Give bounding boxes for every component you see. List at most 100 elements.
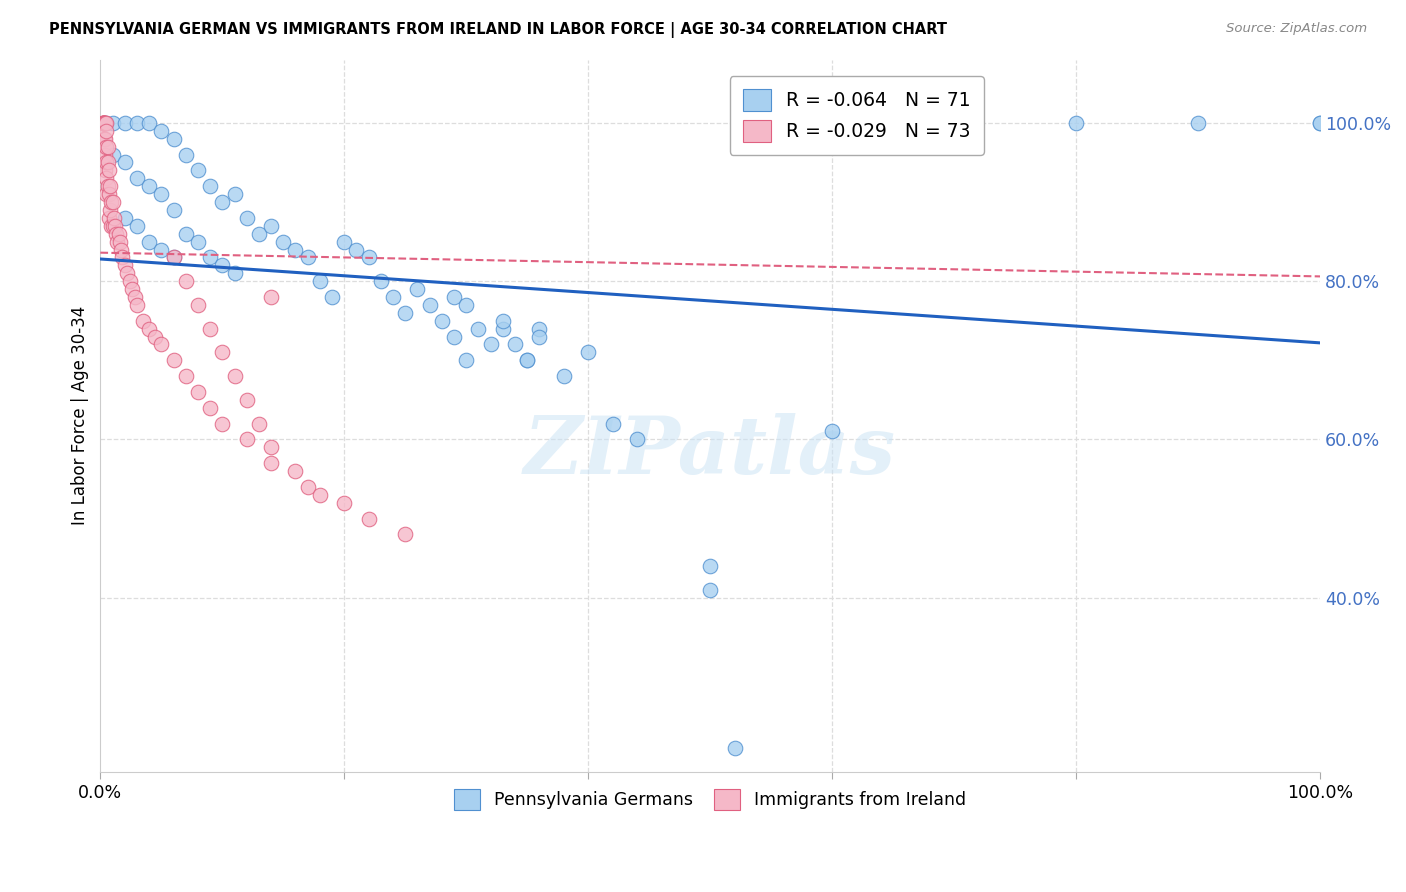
Point: [93, 132, 115, 146]
Point: [723, 741, 745, 756]
Point: [260, 456, 283, 470]
Point: [94, 116, 117, 130]
Point: [235, 392, 257, 407]
Point: [174, 227, 197, 241]
Point: [138, 321, 160, 335]
Point: [94, 116, 117, 130]
Point: [406, 282, 429, 296]
Point: [93, 116, 115, 130]
Point: [94, 163, 117, 178]
Point: [110, 243, 132, 257]
Point: [419, 298, 441, 312]
Point: [260, 290, 283, 304]
Point: [309, 274, 332, 288]
Point: [1187, 116, 1209, 130]
Point: [138, 235, 160, 249]
Point: [235, 433, 257, 447]
Point: [224, 187, 246, 202]
Point: [96, 171, 118, 186]
Point: [187, 298, 209, 312]
Point: [115, 266, 138, 280]
Point: [333, 496, 356, 510]
Point: [224, 369, 246, 384]
Point: [111, 251, 134, 265]
Point: [211, 194, 233, 209]
Point: [198, 321, 221, 335]
Point: [382, 290, 405, 304]
Point: [321, 290, 343, 304]
Point: [125, 171, 148, 186]
Point: [93, 116, 115, 130]
Point: [98, 202, 121, 217]
Point: [114, 155, 136, 169]
Point: [143, 329, 166, 343]
Point: [97, 179, 120, 194]
Point: [309, 488, 332, 502]
Point: [150, 187, 173, 202]
Point: [150, 243, 173, 257]
Point: [333, 235, 356, 249]
Point: [357, 251, 380, 265]
Point: [125, 219, 148, 233]
Text: Source: ZipAtlas.com: Source: ZipAtlas.com: [1226, 22, 1367, 36]
Point: [198, 401, 221, 415]
Point: [211, 258, 233, 272]
Point: [101, 147, 124, 161]
Point: [91, 116, 114, 130]
Point: [96, 187, 118, 202]
Point: [101, 219, 124, 233]
Point: [467, 321, 489, 335]
Point: [162, 251, 184, 265]
Point: [101, 194, 124, 209]
Point: [96, 116, 118, 130]
Point: [96, 139, 118, 153]
Point: [198, 179, 221, 194]
Point: [357, 511, 380, 525]
Point: [211, 345, 233, 359]
Point: [150, 337, 173, 351]
Point: [107, 227, 129, 241]
Point: [96, 116, 118, 130]
Point: [394, 306, 416, 320]
Point: [103, 211, 125, 225]
Point: [138, 116, 160, 130]
Point: [96, 124, 118, 138]
Point: [174, 369, 197, 384]
Point: [503, 337, 526, 351]
Point: [247, 417, 270, 431]
Point: [370, 274, 392, 288]
Point: [100, 194, 122, 209]
Point: [94, 147, 117, 161]
Point: [91, 116, 114, 130]
Point: [235, 211, 257, 225]
Point: [91, 116, 114, 130]
Point: [271, 235, 294, 249]
Point: [94, 132, 117, 146]
Point: [124, 290, 146, 304]
Point: [107, 235, 129, 249]
Point: [105, 227, 128, 241]
Point: [198, 251, 221, 265]
Point: [97, 155, 120, 169]
Point: [93, 116, 115, 130]
Point: [138, 179, 160, 194]
Point: [553, 369, 575, 384]
Point: [100, 219, 122, 233]
Point: [98, 179, 121, 194]
Point: [479, 337, 502, 351]
Point: [443, 290, 465, 304]
Point: [97, 187, 120, 202]
Point: [346, 243, 368, 257]
Point: [91, 116, 114, 130]
Point: [516, 353, 538, 368]
Point: [297, 480, 319, 494]
Point: [529, 321, 551, 335]
Point: [187, 235, 209, 249]
Point: [114, 211, 136, 225]
Point: [260, 219, 283, 233]
Point: [121, 282, 143, 296]
Point: [224, 266, 246, 280]
Point: [97, 163, 120, 178]
Legend: Pennsylvania Germans, Immigrants from Ireland: Pennsylvania Germans, Immigrants from Ir…: [447, 782, 973, 816]
Point: [97, 211, 120, 225]
